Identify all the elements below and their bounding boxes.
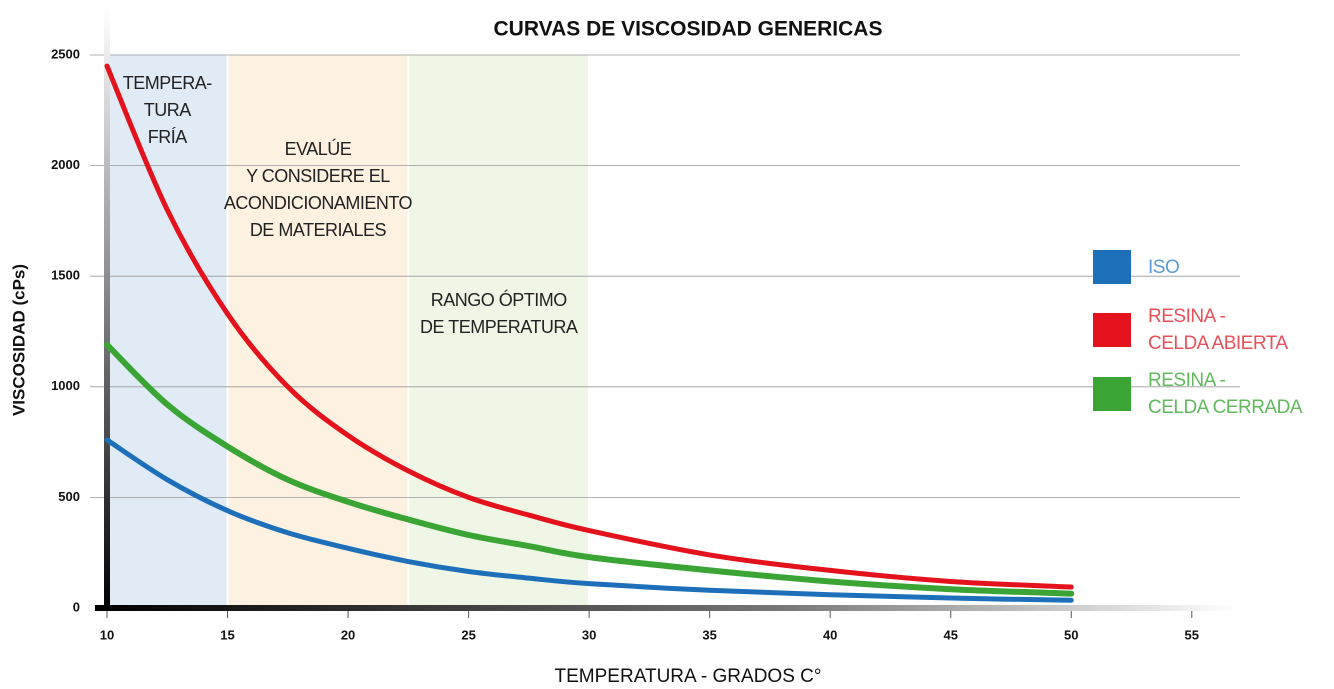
x-tick-label: 30	[582, 627, 596, 642]
legend-label: RESINA - CELDA ABIERTA	[1148, 306, 1288, 354]
x-axis-label: TEMPERATURA - GRADOS C°	[555, 666, 822, 687]
x-tick-label: 35	[702, 627, 716, 642]
x-tick-label: 40	[823, 627, 837, 642]
zone	[409, 55, 589, 608]
x-tick-label: 55	[1185, 627, 1199, 642]
x-tick-label: 15	[220, 627, 234, 642]
legend-swatch	[1093, 377, 1131, 411]
y-axis-label: VISCOSIDAD (cPs)	[9, 264, 28, 416]
x-tick-label: 50	[1064, 627, 1078, 642]
zones	[108, 55, 589, 608]
y-tick-label: 500	[58, 489, 80, 504]
x-axis	[95, 605, 1240, 611]
zone-label: TEMPERA- TURA FRÍA	[122, 73, 213, 147]
legend-label: ISO	[1148, 257, 1180, 278]
y-tick-label: 2500	[51, 46, 80, 61]
legend-swatch	[1093, 313, 1131, 347]
legend-swatch	[1093, 250, 1131, 284]
zone-label: EVALÚE Y CONSIDERE EL ACONDICIONAMIENTO …	[223, 139, 413, 240]
y-tick-label: 0	[73, 599, 80, 614]
y-axis	[104, 8, 110, 611]
y-tick-label: 2000	[51, 157, 80, 172]
x-tick-label: 45	[943, 627, 957, 642]
zone	[108, 55, 227, 608]
series-line	[104, 63, 1074, 590]
y-tick-label: 1000	[51, 378, 80, 393]
x-tick-label: 25	[461, 627, 475, 642]
series-line	[104, 341, 1075, 597]
zone	[228, 55, 408, 608]
x-tick-label: 10	[100, 627, 114, 642]
x-tick-label: 20	[341, 627, 355, 642]
legend-label: RESINA - CELDA CERRADA	[1148, 370, 1303, 418]
series-line	[104, 437, 1074, 603]
chart-title: CURVAS DE VISCOSIDAD GENERICAS	[494, 18, 883, 41]
y-tick-label: 1500	[51, 268, 80, 283]
zone-label: RANGO ÓPTIMO DE TEMPERATURA	[420, 290, 578, 337]
